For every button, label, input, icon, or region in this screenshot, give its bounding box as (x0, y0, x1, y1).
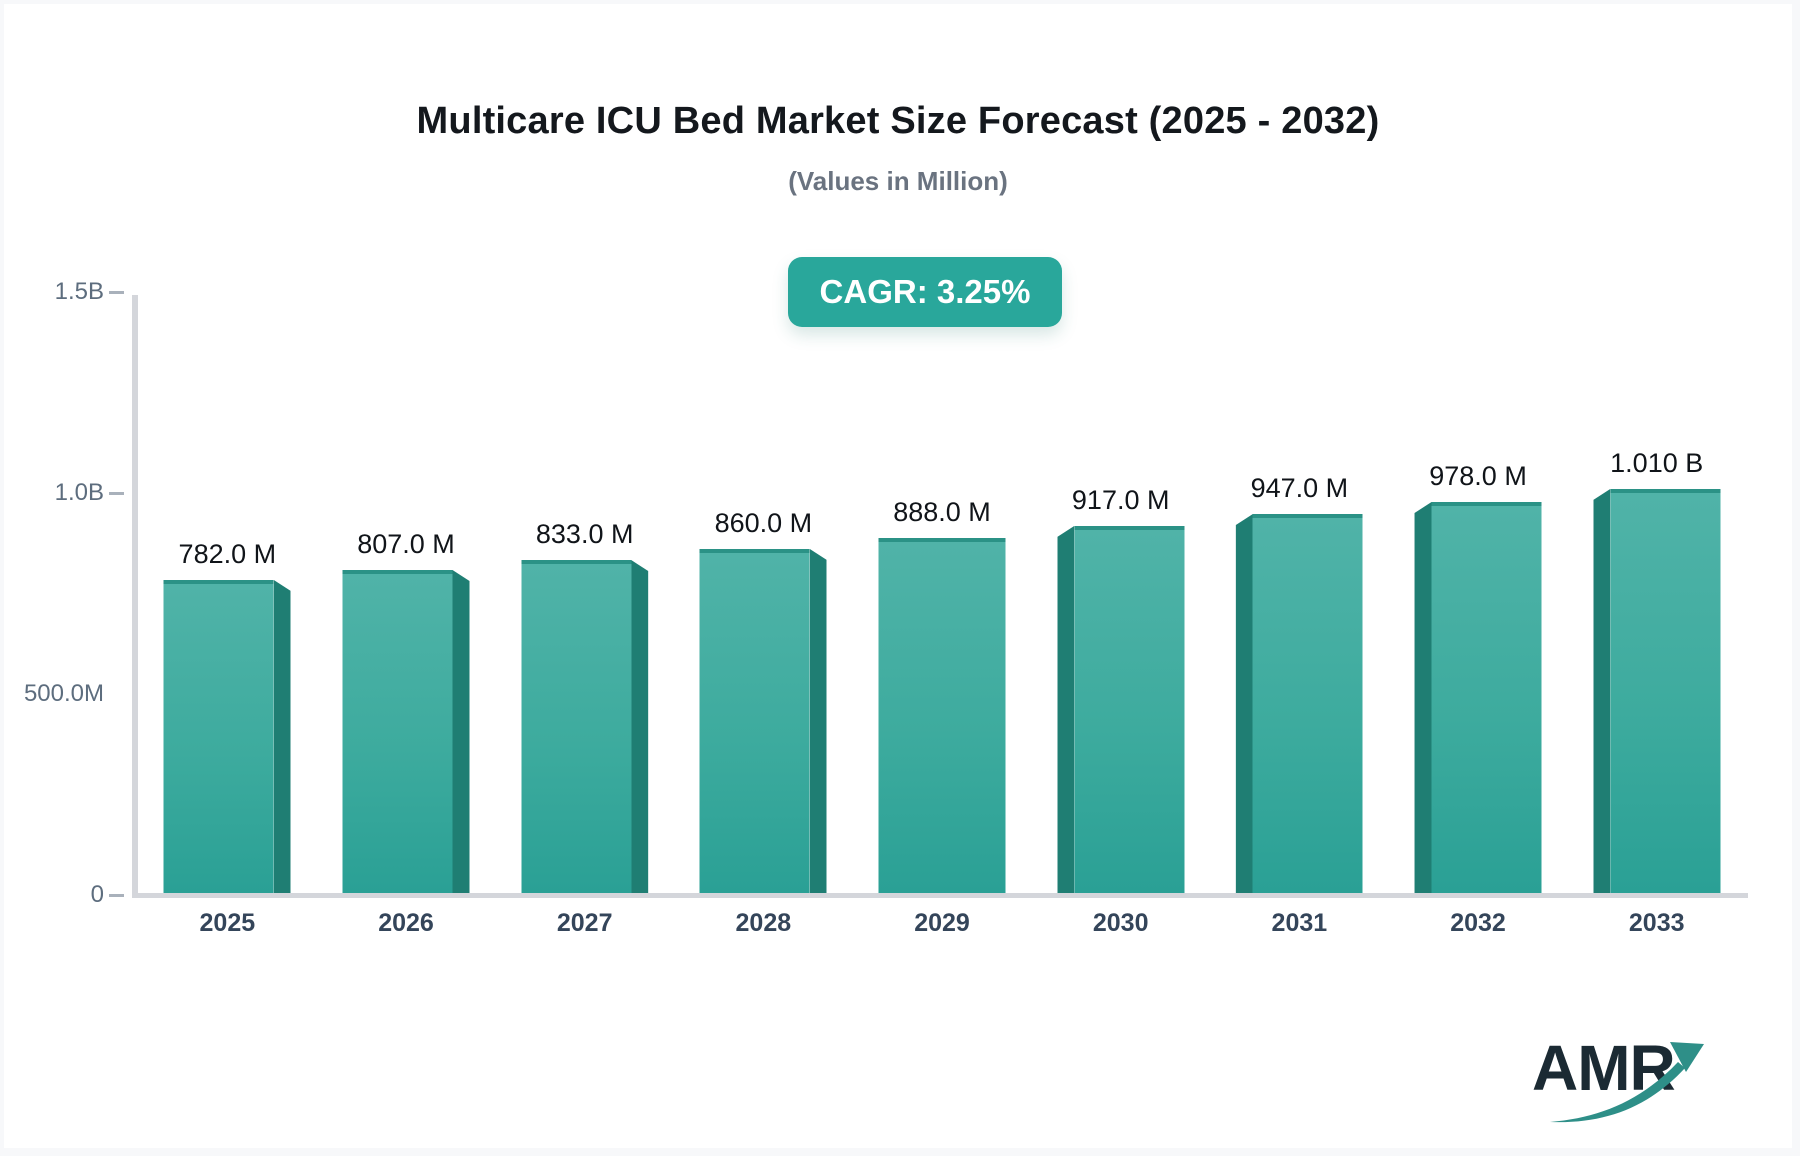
x-tick-label: 2028 (735, 909, 792, 937)
bar-value-label: 833.0 M (535, 519, 634, 549)
amr-logo: AMR (1532, 1032, 1704, 1123)
bar-side-face (1057, 526, 1075, 893)
bar-column-2026: 807.0 M 2026 (317, 293, 496, 937)
bar-front-face (342, 570, 453, 893)
bar-value-label: 978.0 M (1429, 461, 1527, 491)
bar-side-face (1414, 502, 1432, 893)
bar-front-face (1610, 489, 1721, 893)
bar-value-label: 947.0 M (1250, 473, 1349, 503)
bar-2029: 888.0 M (878, 497, 1006, 893)
bar-column-2031: 947.0 M 2031 (1210, 293, 1389, 937)
amr-logo-arrow-swoosh (1550, 1062, 1685, 1123)
bar-column-2027: 833.0 M 2027 (495, 293, 674, 937)
bar-front-face (1431, 502, 1542, 893)
bar-front-face (878, 538, 1006, 893)
bar-side-face (631, 560, 649, 893)
bar-value-label: 782.0 M (178, 539, 277, 569)
bar-front-face (699, 549, 810, 893)
chart-subtitle: (Values in Million) (788, 166, 1008, 196)
x-tick-label: 2027 (556, 909, 613, 937)
x-tick-label: 2029 (914, 909, 970, 937)
bar-2025: 782.0 M (163, 539, 291, 893)
y-tick-dash (109, 291, 124, 294)
amr-logo-arrow-head (1670, 1042, 1704, 1072)
x-tick-label: 2030 (1092, 909, 1149, 937)
x-tick-label: 2026 (378, 909, 434, 937)
bar-side-face (452, 570, 470, 893)
bar-column-2028: 860.0 M 2028 (674, 293, 853, 937)
bar-side-face (273, 580, 291, 893)
cagr-badge-label: CAGR: 3.25% (819, 273, 1031, 310)
bar-front-face (1252, 514, 1363, 893)
bar-2026: 807.0 M (342, 529, 470, 893)
y-tick-label: 0 (90, 881, 104, 908)
bar-value-label: 860.0 M (714, 508, 813, 538)
x-tick-label: 2031 (1271, 909, 1328, 937)
y-tick-dash (109, 492, 124, 495)
bar-front-face (163, 580, 274, 893)
bar-column-2025: 782.0 M 2025 (138, 293, 317, 937)
bar-column-2030: 917.0 M 2030 (1031, 293, 1210, 937)
bar-value-label: 917.0 M (1071, 485, 1170, 515)
cagr-badge: CAGR: 3.25% (788, 257, 1062, 327)
bar-column-2032: 978.0 M 2032 (1389, 293, 1568, 937)
x-tick-label: 2033 (1628, 909, 1685, 937)
bar-side-face (1593, 489, 1611, 893)
bar-side-face (1235, 514, 1253, 893)
y-axis-line (132, 295, 138, 895)
bar-side-face (809, 549, 827, 893)
chart-canvas: Multicare ICU Bed Market Size Forecast (… (4, 4, 1792, 1148)
bar-2027: 833.0 M (521, 519, 649, 893)
bar-2031: 947.0 M (1235, 473, 1363, 893)
y-tick-label: 1.5B (54, 278, 104, 305)
bar-2032: 978.0 M (1414, 461, 1542, 893)
bar-column-2033: 1.010 B 2033 (1567, 293, 1746, 937)
bar-value-label: 1.010 B (1610, 448, 1704, 478)
y-tick-label: 1.0B (54, 479, 104, 506)
bar-front-face (1074, 526, 1185, 893)
bar-2028: 860.0 M (699, 508, 827, 893)
bar-front-face (521, 560, 632, 893)
y-tick-label: 500.0M (23, 680, 104, 707)
bar-value-label: 888.0 M (893, 497, 991, 527)
plot-area: 782.0 M 2025 807.0 M 2026 833.0 M 2027 (138, 293, 1746, 937)
bar-2033: 1.010 B (1593, 448, 1721, 893)
x-tick-label: 2025 (199, 909, 256, 937)
bar-2030: 917.0 M (1057, 485, 1185, 893)
y-tick-dash (109, 894, 124, 897)
chart-title: Multicare ICU Bed Market Size Forecast (… (416, 100, 1380, 142)
x-tick-label: 2032 (1450, 909, 1506, 937)
x-axis-line (132, 893, 1748, 898)
bar-column-2029: 888.0 M 2029 (853, 293, 1032, 937)
bar-value-label: 807.0 M (357, 529, 455, 559)
